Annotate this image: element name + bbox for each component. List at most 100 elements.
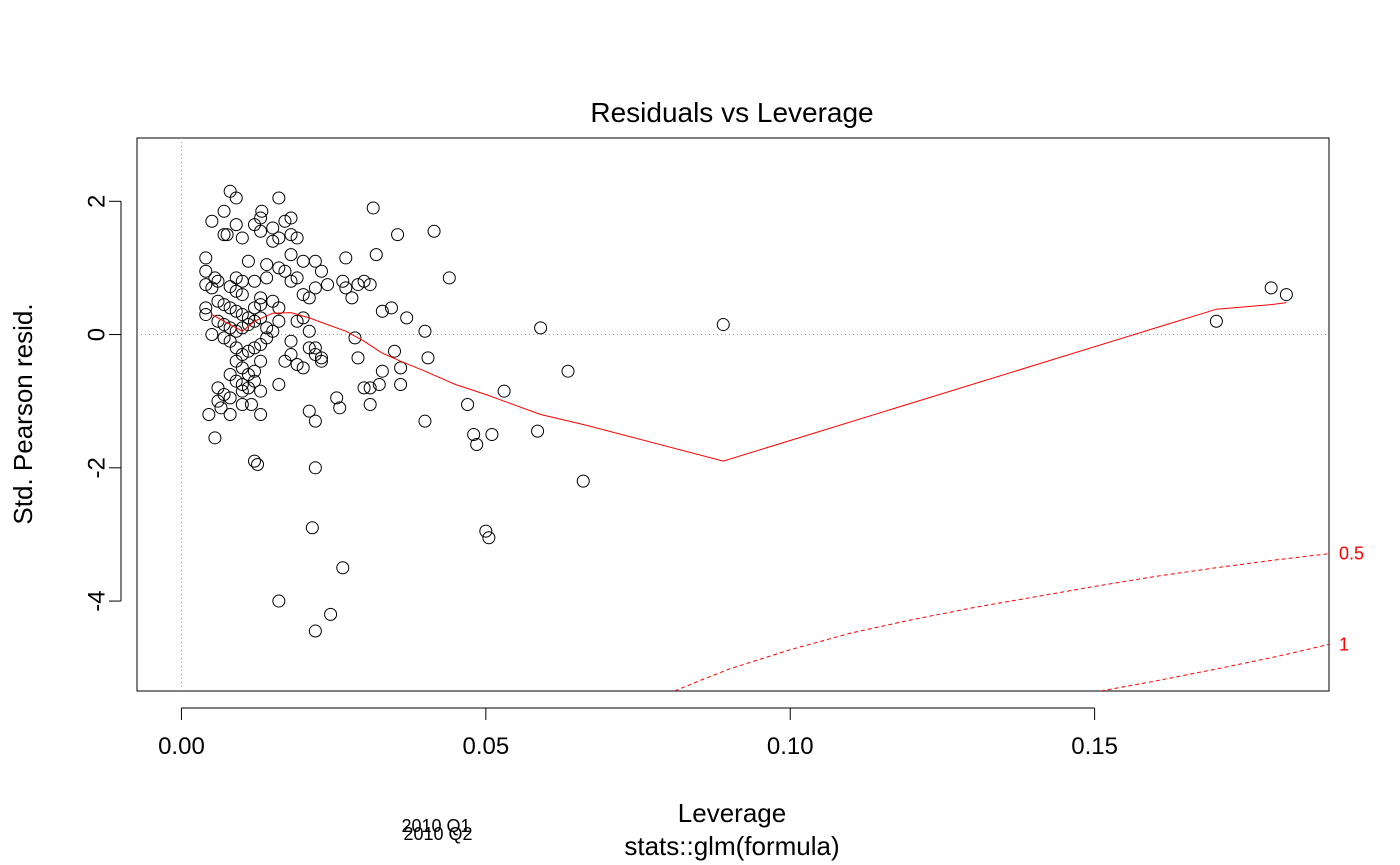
data-point <box>296 254 310 268</box>
data-point <box>442 271 456 285</box>
data-point <box>266 234 280 248</box>
data-point <box>235 288 249 302</box>
subtitle: stats::glm(formula) <box>624 831 839 861</box>
data-point <box>229 218 243 232</box>
data-point <box>308 414 322 428</box>
data-point <box>272 314 286 328</box>
data-point <box>217 228 231 242</box>
data-point <box>391 228 405 242</box>
data-point <box>418 324 432 338</box>
data-point <box>272 594 286 608</box>
data-point <box>394 361 408 375</box>
data-point <box>308 461 322 475</box>
data-point <box>314 351 328 365</box>
cooks-distance-contour <box>674 553 1329 691</box>
data-point <box>461 398 475 412</box>
data-point <box>247 454 261 468</box>
data-point <box>1264 281 1278 295</box>
data-point <box>290 271 304 285</box>
data-point <box>217 331 231 345</box>
data-point <box>241 254 255 268</box>
data-point <box>254 211 268 225</box>
data-point <box>339 281 353 295</box>
data-point <box>251 457 265 471</box>
data-point <box>235 398 249 412</box>
data-point <box>260 258 274 272</box>
data-point <box>314 264 328 278</box>
data-point <box>254 354 268 368</box>
data-point <box>199 308 213 322</box>
data-point <box>199 278 213 292</box>
reference-lines <box>137 138 1329 691</box>
data-point <box>229 374 243 388</box>
data-point <box>244 398 258 412</box>
x-tick-label: 0.05 <box>462 733 509 760</box>
data-point <box>427 224 441 238</box>
data-point <box>254 224 268 238</box>
data-point <box>302 404 316 418</box>
x-tick-label: 0.15 <box>1071 733 1118 760</box>
data-point <box>1279 288 1293 302</box>
data-point <box>202 408 216 421</box>
data-point <box>357 381 371 395</box>
data-point <box>205 328 219 342</box>
data-point <box>254 384 268 398</box>
data-point <box>235 308 249 322</box>
data-point <box>363 381 377 395</box>
data-point <box>214 401 228 415</box>
y-axis-label: Std. Pearson resid. <box>8 303 38 524</box>
data-point <box>229 271 243 285</box>
data-point <box>229 191 243 205</box>
data-point <box>247 218 261 232</box>
data-point <box>296 288 310 302</box>
y-tick-label: 2 <box>83 195 110 208</box>
data-point <box>467 427 481 441</box>
point-label: 2010 Q1 <box>401 816 470 836</box>
data-point <box>266 221 280 235</box>
data-point <box>199 251 213 265</box>
x-tick-label: 0.00 <box>158 733 205 760</box>
data-point <box>531 424 545 438</box>
data-point <box>235 384 249 398</box>
data-point <box>418 414 432 428</box>
data-point <box>284 248 298 262</box>
data-point <box>369 248 383 262</box>
data-point <box>255 204 269 218</box>
data-point <box>247 374 261 388</box>
data-point <box>400 311 414 325</box>
data-point <box>375 304 389 318</box>
data-point <box>290 358 304 372</box>
data-point <box>284 348 298 362</box>
data-point <box>220 228 234 242</box>
plot-area-border <box>136 137 1330 692</box>
data-point <box>241 318 255 332</box>
data-point <box>284 211 298 225</box>
data-point <box>576 474 590 488</box>
data-point <box>333 401 347 415</box>
data-point <box>229 304 243 318</box>
data-point <box>217 204 231 218</box>
data-point <box>363 278 377 292</box>
data-point <box>278 214 292 228</box>
data-point <box>302 324 316 338</box>
data-point <box>534 321 548 335</box>
y-axis: 2 0 -2 -4 <box>83 195 122 612</box>
data-point <box>260 321 274 335</box>
data-point <box>345 291 359 305</box>
data-point <box>223 391 237 405</box>
data-point <box>372 378 386 392</box>
data-point <box>278 264 292 278</box>
series-layer <box>199 184 1329 691</box>
data-point <box>308 281 322 295</box>
data-point <box>479 524 493 538</box>
data-point <box>470 437 484 451</box>
data-point <box>339 251 353 265</box>
data-point <box>290 231 304 245</box>
chart-title: Residuals vs Leverage <box>590 97 873 128</box>
data-point <box>272 378 286 392</box>
data-point <box>363 398 377 412</box>
data-point <box>421 351 435 365</box>
data-point <box>388 344 402 358</box>
data-point <box>235 231 249 245</box>
